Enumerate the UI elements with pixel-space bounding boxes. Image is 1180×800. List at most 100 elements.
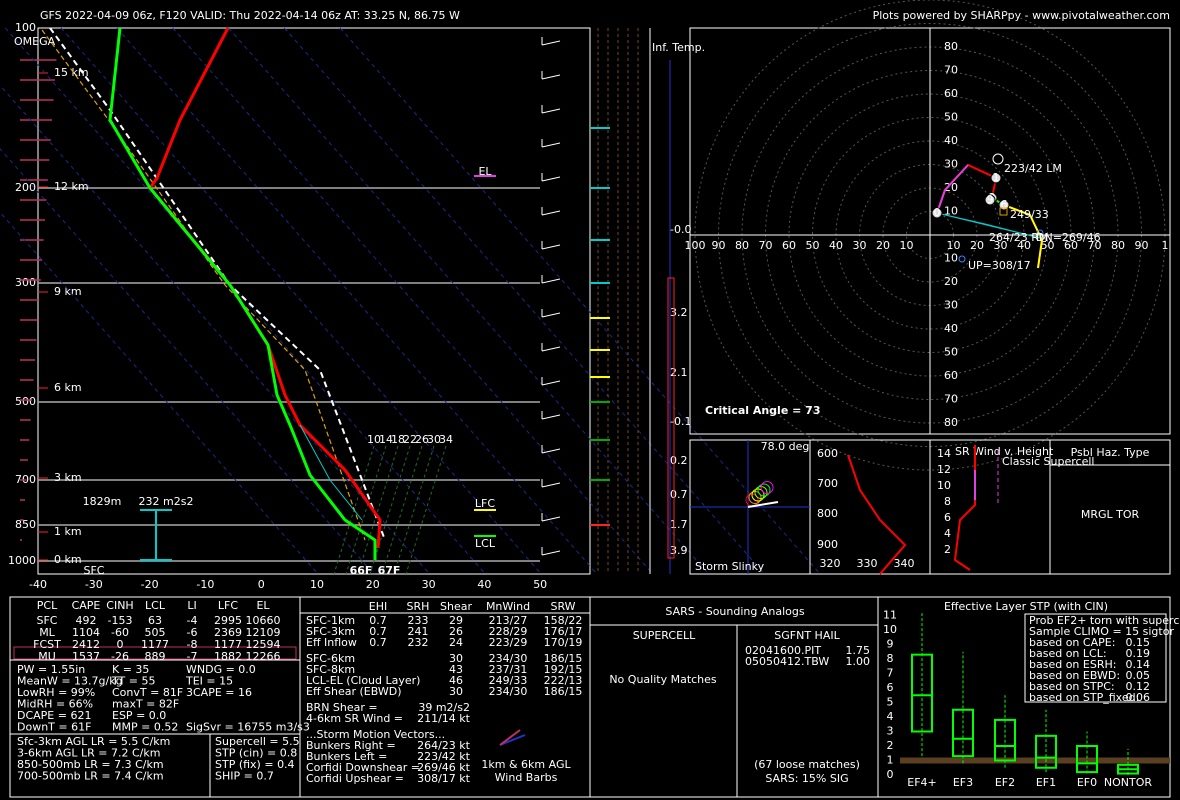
hodo-tick: 20 <box>970 239 984 252</box>
profile-line <box>847 454 907 575</box>
line <box>541 550 561 556</box>
kin-cell: 24 <box>449 636 463 649</box>
hodo-tick: 30 <box>994 239 1008 252</box>
temp-label: -20 <box>141 578 159 591</box>
kin-cell: 176/17 <box>544 625 583 638</box>
stp-prob-label: based on LCL: <box>1029 647 1107 660</box>
motion-value: 264/23 kt <box>417 739 471 752</box>
credit: Plots powered by SHARPpy - www.pivotalwe… <box>873 9 1170 22</box>
hail-match: 02041600.PIT <box>745 644 821 657</box>
line <box>0 211 319 575</box>
hazard-value: MRGL TOR <box>1081 508 1140 521</box>
kin-cell: 170/19 <box>544 636 583 649</box>
theta-label: 320 <box>820 557 841 570</box>
stp-ytick: 6 <box>887 681 894 694</box>
omega-label: OMEGA <box>14 35 56 48</box>
slinky-title: Storm Slinky <box>695 560 765 573</box>
temp-label: -40 <box>29 578 47 591</box>
motion-label: Bunkers Left = <box>306 750 387 763</box>
stp-category: EF0 <box>1077 776 1097 789</box>
hodo-tick: 20 <box>876 239 890 252</box>
hodo-point-label: 6 <box>1001 198 1008 211</box>
stp-ytick: 2 <box>887 739 894 752</box>
line <box>747 501 779 508</box>
parcel-cell: 1882 <box>214 650 242 663</box>
lapse-rate: Sfc-3km AGL LR = 5.5 C/km <box>17 735 170 748</box>
height-label: 3 km <box>54 471 82 484</box>
motion-value: 308/17 kt <box>417 772 471 785</box>
stp-ytick: 11 <box>883 609 897 622</box>
stp-prob-label: based on CAPE: <box>1029 636 1115 649</box>
sars-hail: SGFNT HAIL <box>774 629 840 642</box>
mixing-label: 34 <box>439 433 453 446</box>
mixing-label: 30 <box>427 433 441 446</box>
line <box>541 482 561 488</box>
temp-label: 0 <box>258 578 265 591</box>
index-value: MidRH = 66% <box>17 698 93 711</box>
srwind-height: 2 <box>944 543 951 556</box>
stp-box <box>1035 734 1057 769</box>
line <box>541 346 561 352</box>
parcel-header: CINH <box>106 599 133 612</box>
parcel-cell: -8 <box>187 638 198 651</box>
dn-label: DN=269/46 <box>1036 231 1101 244</box>
profile-line <box>936 164 969 214</box>
sars-supercell: SUPERCELL <box>633 629 696 642</box>
critical-angle: Critical Angle = 73 <box>705 404 820 417</box>
kin-cell: 223/29 <box>489 636 528 649</box>
index-value: ConvT = 81F <box>112 686 183 699</box>
srwind-height: 8 <box>944 495 951 508</box>
srwind-height: 6 <box>944 511 951 524</box>
pressure-label: 100 <box>15 21 36 34</box>
profile-line <box>108 27 377 560</box>
kin-header: SRW <box>550 600 575 613</box>
parcel-header: EL <box>256 599 270 612</box>
hodo-point <box>984 194 996 206</box>
line <box>357 445 399 575</box>
parcel-cell: 2995 <box>214 614 242 627</box>
line <box>0 148 375 575</box>
hodo-tick: 70 <box>1088 239 1102 252</box>
temp-label: -10 <box>196 578 214 591</box>
stp-prob-label: based on STPC: <box>1029 680 1115 693</box>
line <box>541 108 561 114</box>
kin-extra: BRN Shear = <box>306 701 378 714</box>
kin-cell: 192/15 <box>544 663 583 676</box>
param: STP (cin) = 0.8 <box>215 747 297 760</box>
mixing-label: 22 <box>403 433 417 446</box>
srwind-height: 10 <box>937 479 951 492</box>
motion-value: 223/42 kt <box>417 750 471 763</box>
stp-prob-value: 0.05 <box>1126 669 1151 682</box>
parcel-cell: 1177 <box>214 638 242 651</box>
inferred-bar <box>667 277 675 559</box>
kin-cell: 233 <box>408 614 429 627</box>
mixing-label: 14 <box>379 433 393 446</box>
parcel-cell: FCST <box>33 638 61 651</box>
line <box>116 27 598 575</box>
hodo-tick: 60 <box>782 239 796 252</box>
hodo-tick: 40 <box>1017 239 1031 252</box>
index-value: LowRH = 99% <box>17 686 95 699</box>
stp-prob-title: Prob EF2+ torn with supercell <box>1029 614 1180 627</box>
index-value: ESP = 0.0 <box>112 709 166 722</box>
kin-cell: SFC-8km <box>306 663 355 676</box>
hodo-tick: 60 <box>944 369 958 382</box>
stp-ytick: 5 <box>887 696 894 709</box>
theta-pressure: 900 <box>817 538 838 551</box>
pressure-label: 500 <box>15 395 36 408</box>
parcel-cell: 889 <box>145 650 166 663</box>
param: STP (fix) = 0.4 <box>215 758 295 771</box>
parcel-cell: 492 <box>76 614 97 627</box>
line <box>393 445 435 575</box>
hodo-tick: 10 <box>944 252 958 265</box>
stp-category: NONTOR <box>1104 776 1152 789</box>
kin-cell: 46 <box>449 674 463 687</box>
pressure-label: 200 <box>15 181 36 194</box>
parcel-cell: SFC <box>37 614 58 627</box>
kin-cell: 30 <box>449 652 463 665</box>
slinky-ring <box>760 481 774 494</box>
height-label: 12 km <box>54 180 89 193</box>
profile-line <box>299 424 363 521</box>
height-label: 6 km <box>54 381 82 394</box>
